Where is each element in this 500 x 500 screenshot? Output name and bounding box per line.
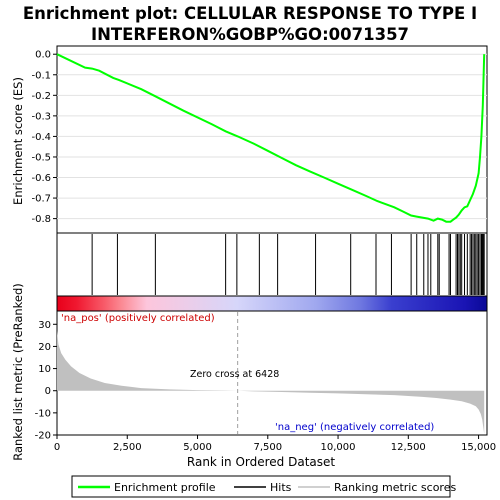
x-tick-label: 12,500	[391, 442, 426, 453]
x-tick-label: 7,500	[253, 442, 282, 453]
ranked-y-tick-label: -20	[35, 431, 51, 442]
ranked-y-tick-label: 10	[38, 364, 51, 375]
legend: Enrichment profile Hits Ranking metric s…	[71, 475, 456, 498]
x-axis-ticks: 0 2,500 5,000 7,500 10,000 12,500 15,000	[54, 435, 496, 453]
enrichment-y-tick-label: 0.0	[35, 50, 51, 61]
ranked-y-tick-label: 30	[38, 320, 51, 331]
ranking-colorbar	[56, 295, 488, 312]
enrichment-y-tick-label: -0.7	[31, 194, 51, 205]
x-tick-label: 0	[54, 442, 60, 453]
x-tick-label: 10,000	[321, 442, 356, 453]
x-tick-label: 15,000	[461, 442, 496, 453]
neg-correlated-label: 'na_neg' (negatively correlated)	[275, 422, 434, 433]
x-tick-label: 5,000	[183, 442, 212, 453]
hit-lines	[91, 234, 485, 295]
enrichment-panel-frame	[56, 45, 488, 234]
legend-label-enrichment: Enrichment profile	[114, 481, 216, 494]
ranked-y-ticks: 30 20 10 0 -10 -20	[35, 320, 57, 442]
enrichment-y-tick-label: -0.1	[31, 70, 51, 81]
enrichment-y-tick-label: -0.2	[31, 91, 51, 102]
enrichment-y-tick-label: -0.4	[31, 132, 51, 143]
enrichment-panel: 0.0 -0.1 -0.2 -0.3 -0.4 -0.5 -0.6 -0.7 -0.8 Enri…	[11, 45, 488, 234]
hits-panel	[56, 232, 488, 297]
enrichment-y-tick-label: -0.6	[31, 173, 51, 184]
zero-cross-label: Zero cross at 6428	[190, 369, 279, 380]
x-axis-label: Rank in Ordered Dataset	[187, 455, 335, 469]
ranked-y-tick-label: 20	[38, 342, 51, 353]
enrichment-y-tick-label: -0.3	[31, 111, 51, 122]
hits-panel-frame	[56, 232, 488, 297]
chart-title-line-1: Enrichment plot: CELLULAR RESPONSE TO TY…	[23, 4, 477, 23]
x-tick-label: 2,500	[113, 442, 142, 453]
ranked-y-axis-label: Ranked list metric (PreRanked)	[11, 283, 25, 461]
enrichment-grid	[57, 53, 487, 220]
ranked-y-tick-label: 0	[45, 386, 51, 397]
pos-correlated-label: 'na_pos' (positively correlated)	[61, 313, 215, 324]
ranked-metric-panel: 30 20 10 0 -10 -20 'na_pos' (positively corre…	[11, 283, 488, 461]
enrichment-y-axis-label: Enrichment score (ES)	[11, 77, 25, 205]
chart-title-line-2: INTERFERON%GOBP%GO:0071357	[91, 25, 409, 44]
enrichment-y-tick-label: -0.5	[31, 152, 51, 163]
enrichment-y-ticks: 0.0 -0.1 -0.2 -0.3 -0.4 -0.5 -0.6 -0.7 -0.8	[31, 50, 57, 225]
ranked-y-tick-label: -10	[35, 408, 51, 419]
enrichment-profile-line	[56, 53, 486, 223]
colorbar-gradient	[57, 296, 487, 311]
legend-label-hits: Hits	[270, 481, 292, 494]
ranked-panel-frame	[56, 310, 488, 436]
enrichment-y-tick-label: -0.8	[31, 214, 51, 225]
legend-label-ranking: Ranking metric scores	[334, 481, 456, 494]
